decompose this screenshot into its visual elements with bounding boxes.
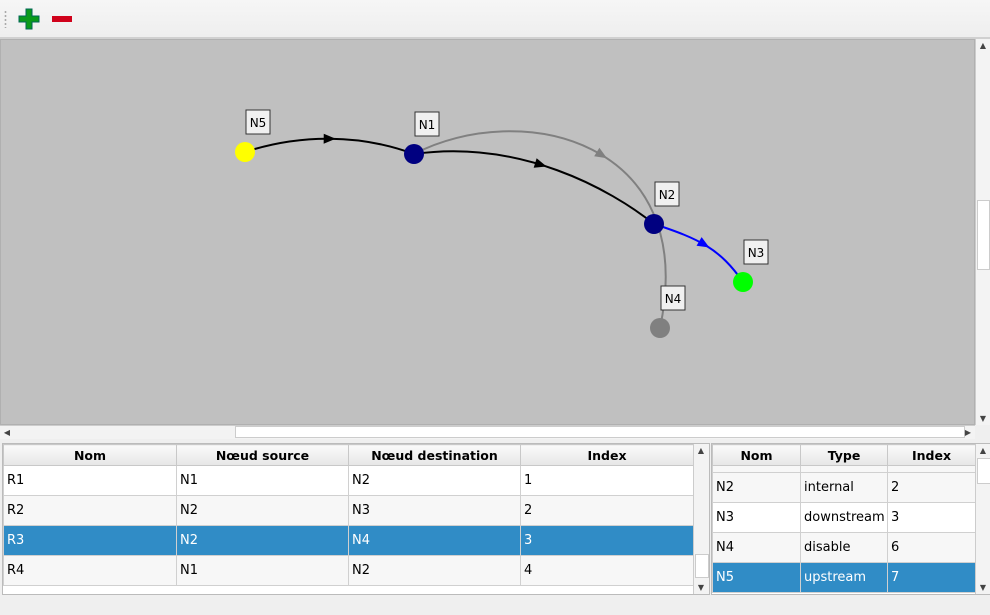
node-label-box xyxy=(654,181,680,207)
node-label: N1 xyxy=(419,118,436,132)
table-cell: N2 xyxy=(348,465,521,496)
routes-table: Nom Nœud source Nœud destination Index R1 N1 N… xyxy=(3,444,694,586)
nodes-table: Nom Type Index N2 internal 2 N3 downstream 3 N4 di… xyxy=(712,444,976,593)
table-cell: R4 xyxy=(3,555,177,586)
routes-table-scrollbar[interactable]: ▲ ▼ xyxy=(693,444,709,594)
table-cell: 6 xyxy=(887,532,976,563)
table-cell: N3 xyxy=(712,502,801,533)
table-cell: 4 xyxy=(520,555,694,586)
table-row[interactable]: R1 N1 N2 1 xyxy=(3,465,694,496)
node-N3[interactable] xyxy=(733,272,753,292)
table-cell: N4 xyxy=(348,525,521,556)
minus-icon xyxy=(52,16,72,22)
table-cell: R3 xyxy=(3,525,177,556)
plus-icon xyxy=(18,8,40,30)
column-header[interactable]: Index xyxy=(887,444,976,466)
table-row[interactable]: R3 N2 N4 3 xyxy=(3,525,694,556)
table-cell: N2 xyxy=(348,555,521,586)
column-header[interactable]: Nœud source xyxy=(176,444,349,466)
node-label-box xyxy=(245,109,271,135)
arrow-icon xyxy=(594,147,608,159)
header-row: Nom Type Index xyxy=(712,444,976,466)
toolbar-grip[interactable] xyxy=(4,10,7,28)
scroll-thumb[interactable] xyxy=(977,200,990,270)
table-cell: R2 xyxy=(3,495,177,526)
edge-N2-N3[interactable] xyxy=(653,223,744,283)
table-cell: N2 xyxy=(176,495,349,526)
table-row[interactable]: N3 downstream 3 xyxy=(712,502,976,533)
graph-view[interactable]: N5 N1 N2 N3 N4 xyxy=(0,39,975,425)
edge-N1-N2[interactable] xyxy=(413,150,655,225)
table-cell: 7 xyxy=(887,562,976,593)
toolbar xyxy=(0,0,990,39)
table-cell: 1 xyxy=(520,465,694,496)
node-N5[interactable] xyxy=(235,142,255,162)
table-cell: 2 xyxy=(887,472,976,503)
table-cell: 3 xyxy=(887,502,976,533)
node-label: N3 xyxy=(748,246,765,260)
column-header[interactable]: Nœud destination xyxy=(348,444,521,466)
table-row[interactable]: N2 internal 2 xyxy=(712,472,976,503)
edge-N1-N4[interactable] xyxy=(413,130,667,329)
table-cell: N2 xyxy=(176,525,349,556)
table-row[interactable]: N4 disable 6 xyxy=(712,532,976,563)
graph-canvas[interactable]: N5 N1 N2 N3 N4 xyxy=(0,39,975,425)
table-cell: N3 xyxy=(348,495,521,526)
table-cell: N1 xyxy=(176,465,349,496)
table-cell: upstream xyxy=(800,562,888,593)
arrow-icon xyxy=(533,158,547,168)
arrow-icon xyxy=(696,237,710,248)
routes-table-panel: Nom Nœud source Nœud destination Index R1 N1 N… xyxy=(2,443,710,595)
table-row[interactable]: N5 upstream 7 xyxy=(712,562,976,593)
table-cell: N2 xyxy=(712,472,801,503)
table-cell: downstream xyxy=(800,502,888,533)
remove-button[interactable] xyxy=(51,8,73,30)
table-cell: disable xyxy=(800,532,888,563)
table-row[interactable]: R2 N2 N3 2 xyxy=(3,495,694,526)
table-row[interactable] xyxy=(712,465,976,473)
nodes-table-panel: Nom Type Index N2 internal 2 N3 downstream 3 N4 di… xyxy=(711,443,990,595)
canvas-horizontal-scrollbar[interactable]: ◀ ▶ xyxy=(0,425,975,439)
arrow-icon xyxy=(323,133,336,144)
scroll-thumb[interactable] xyxy=(235,426,965,438)
column-header[interactable]: Index xyxy=(520,444,694,466)
table-cell: N1 xyxy=(176,555,349,586)
node-label-box xyxy=(743,239,769,265)
add-button[interactable] xyxy=(18,8,40,30)
node-label-box xyxy=(660,285,686,311)
node-N4[interactable] xyxy=(650,318,670,338)
node-label: N4 xyxy=(665,292,682,306)
table-cell: 2 xyxy=(520,495,694,526)
node-label: N5 xyxy=(250,116,267,130)
scroll-thumb[interactable] xyxy=(695,554,709,578)
column-header[interactable]: Nom xyxy=(712,444,801,466)
node-N1[interactable] xyxy=(404,144,424,164)
node-label-box xyxy=(414,111,440,137)
table-cell: internal xyxy=(800,472,888,503)
header-row: Nom Nœud source Nœud destination Index xyxy=(3,444,694,466)
node-label: N2 xyxy=(659,188,676,202)
table-row[interactable]: R4 N1 N2 4 xyxy=(3,555,694,586)
node-N2[interactable] xyxy=(644,214,664,234)
table-cell: N5 xyxy=(712,562,801,593)
table-cell: 3 xyxy=(520,525,694,556)
nodes-table-scrollbar[interactable]: ▲ ▼ xyxy=(975,444,990,594)
table-cell: N4 xyxy=(712,532,801,563)
column-header[interactable]: Type xyxy=(800,444,888,466)
scroll-thumb[interactable] xyxy=(977,458,990,484)
column-header[interactable]: Nom xyxy=(3,444,177,466)
table-cell: R1 xyxy=(3,465,177,496)
canvas-vertical-scrollbar[interactable]: ▲ ▼ xyxy=(975,39,990,425)
